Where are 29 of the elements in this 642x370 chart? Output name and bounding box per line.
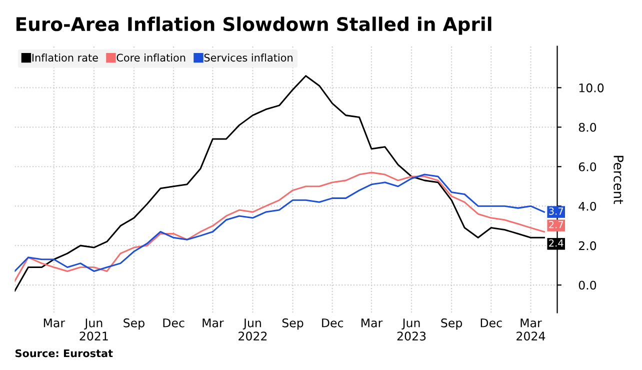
x-tick-label: Mar [202,318,224,328]
x-tick-label: Jun 2023 [397,318,426,341]
x-tick-label: Jun 2021 [80,318,108,341]
x-tick-label: Mar [44,318,66,328]
y-tick-label: 6.0 [578,162,596,172]
y-axis-title: Percent [614,156,624,204]
x-tick-label: Dec [322,318,344,328]
y-tick-label: 4.0 [578,202,596,211]
x-tick-label: Sep [282,318,304,330]
y-tick-label: 10.0 [579,83,604,92]
legend-label: Inflation rate [32,54,98,62]
legend-label: Services inflation [204,54,292,62]
x-tick-label: Jun 2022 [238,318,267,341]
x-tick-label: Mar 2024 [516,318,546,341]
source-note: Source: Eurostat [16,349,113,358]
x-tick-label: Sep [124,318,144,330]
data-label: 3.7 [549,207,563,215]
y-tick-label: 0.0 [578,280,596,290]
x-tick-label: Mar [362,318,383,328]
x-tick-label: Sep [441,318,462,330]
chart-title: Euro-Area Inflation Slowdown Stalled in April [16,16,492,35]
x-tick-label: Dec [163,318,184,328]
data-label: 2.7 [549,220,563,228]
x-tick-label: Dec [480,318,502,328]
legend-label: Core inflation [116,54,186,62]
y-tick-label: 2.0 [578,241,596,250]
data-label: 2.4 [549,239,564,247]
y-tick-label: 8.0 [578,122,596,132]
line-series [14,75,545,292]
